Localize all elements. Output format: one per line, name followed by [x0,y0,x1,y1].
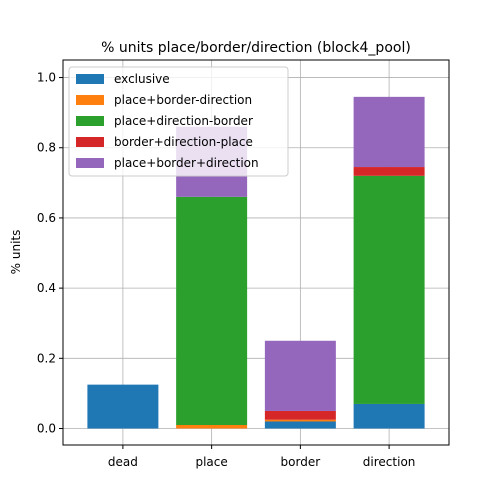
legend-label: border+direction-place [114,135,253,149]
plot-frame [62,59,450,446]
y-tick-label: 0.0 [37,422,56,436]
bar-border-exclusive [264,421,336,429]
legend-frame [68,66,289,177]
ticks-layer: 0.0 0.2 0.4 0.6 0.8 1.0 dead place border directi… [37,71,415,469]
bar-direction-border-direction-place [353,167,425,176]
y-tick-label: 1.0 [37,71,56,85]
y-tick-label: 0.8 [37,141,56,155]
bar-dead-exclusive [87,384,159,429]
y-axis-title: % units [9,230,23,275]
x-tick-label: border [281,455,321,469]
bar-place-place-direction-border [176,196,248,425]
legend: exclusive place+border-direction place+dir… [68,66,289,177]
bar-border-border-direction-place [264,410,336,420]
legend-swatch [76,74,104,84]
legend-label: exclusive [114,72,170,86]
legend-swatch [76,137,104,147]
y-tick-label: 0.6 [37,211,56,225]
legend-swatch [76,158,104,168]
y-tick-label: 0.2 [37,351,56,365]
bar-border-place-border-direction [264,419,336,422]
x-tick-label: direction [363,455,416,469]
x-tick-label: dead [108,455,138,469]
legend-swatch [76,116,104,126]
bar-border-place-border-direction [264,340,336,411]
legend-label: place+direction-border [114,114,253,128]
y-tick-label: 0.4 [37,281,56,295]
bar-direction-place-direction-border [353,175,425,404]
legend-swatch [76,95,104,105]
legend-label: place+border+direction [114,156,259,170]
chart-title: % units place/border/direction (block4_p… [101,40,411,56]
bar-direction-place-border-direction [353,96,425,168]
legend-label: place+border-direction [114,93,252,107]
bar-place-place-border-direction [176,424,248,429]
bar-direction-exclusive [353,403,425,429]
x-tick-label: place [195,455,227,469]
